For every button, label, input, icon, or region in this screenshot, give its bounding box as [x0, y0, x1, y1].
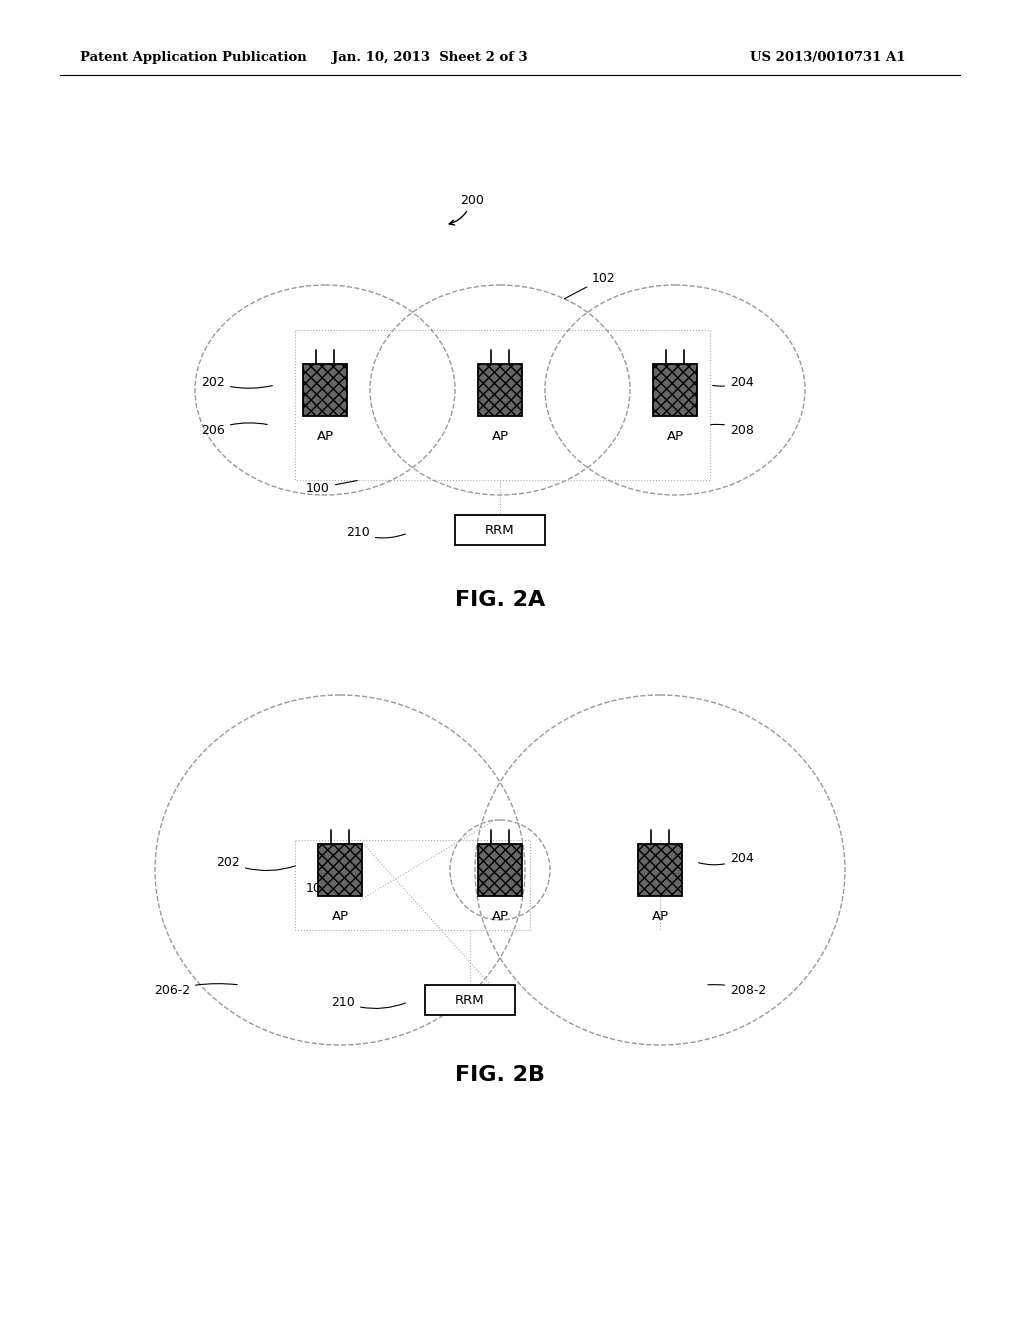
Text: FIG. 2A: FIG. 2A [455, 590, 545, 610]
Text: 200: 200 [450, 194, 484, 224]
Bar [638, 843, 682, 896]
Bar [425, 985, 515, 1015]
Text: 204: 204 [713, 375, 754, 388]
Text: 102: 102 [564, 272, 615, 298]
Bar [653, 364, 697, 416]
Text: 206: 206 [202, 422, 267, 437]
Text: AP: AP [316, 430, 334, 444]
Text: RRM: RRM [456, 994, 484, 1006]
Bar [455, 515, 545, 545]
Text: 206-2: 206-2 [154, 983, 238, 997]
Text: AP: AP [332, 909, 348, 923]
Bar [303, 364, 347, 416]
Text: US 2013/0010731 A1: US 2013/0010731 A1 [750, 51, 905, 65]
Text: AP: AP [492, 430, 509, 444]
Text: RRM: RRM [485, 524, 515, 536]
Text: AP: AP [667, 430, 684, 444]
Bar [318, 843, 362, 896]
Bar [478, 843, 522, 896]
Text: 210: 210 [331, 995, 406, 1008]
Text: 202: 202 [202, 375, 272, 388]
Text: FIG. 2B: FIG. 2B [455, 1065, 545, 1085]
Text: 100: 100 [306, 480, 357, 495]
Text: 208-2: 208-2 [708, 983, 766, 997]
Bar [478, 364, 522, 416]
Text: AP: AP [651, 909, 669, 923]
Text: AP: AP [492, 909, 509, 923]
Text: 202: 202 [216, 855, 295, 871]
Text: 100: 100 [306, 876, 347, 895]
Text: 208: 208 [711, 424, 754, 437]
Text: Patent Application Publication: Patent Application Publication [80, 51, 307, 65]
Text: 204: 204 [698, 851, 754, 865]
Text: 210: 210 [346, 527, 406, 540]
Text: Jan. 10, 2013  Sheet 2 of 3: Jan. 10, 2013 Sheet 2 of 3 [332, 51, 527, 65]
